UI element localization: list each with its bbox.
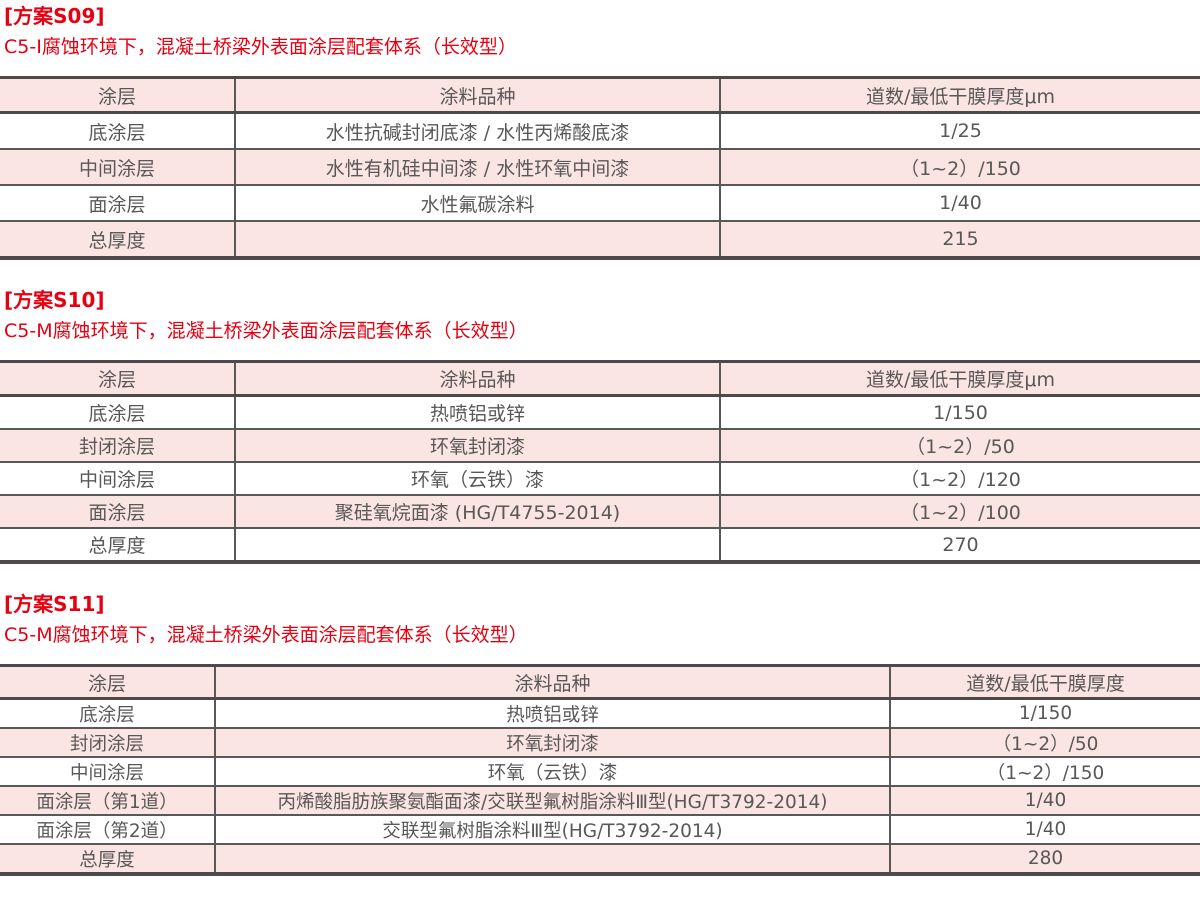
scheme-subtitle: C5-I腐蚀环境下，混凝土桥梁外表面涂层配套体系（长效型） — [4, 36, 517, 58]
cell-layer: 中间涂层 — [0, 462, 236, 496]
header-row: 涂层 涂料品种 道数/最低干膜厚度μm — [0, 361, 1200, 397]
header-row: 涂层 涂料品种 道数/最低干膜厚度μm — [0, 77, 1200, 114]
col-header-product: 涂料品种 — [215, 665, 891, 700]
table-row: 面涂层（第2道） 交联型氟树脂涂料Ⅲ型(HG/T3792-2014) 1/40 — [0, 815, 1200, 845]
col-header-product: 涂料品种 — [235, 77, 721, 114]
cell-thickness: （1~2）/100 — [720, 495, 1200, 529]
cell-layer: 面涂层 — [0, 495, 236, 529]
scheme-title: [方案S09] — [4, 4, 105, 28]
cell-thickness: 1/40 — [890, 815, 1200, 845]
cell-layer: 底涂层 — [0, 698, 216, 729]
cell-layer: 中间涂层 — [0, 757, 216, 787]
col-header-layer: 涂层 — [0, 361, 236, 397]
table-row: 中间涂层 环氧（云铁）漆 （1~2）/150 — [0, 757, 1200, 787]
scheme-section-s11: [方案S11] C5-M腐蚀环境下，混凝土桥梁外表面涂层配套体系（长效型） 涂层… — [0, 593, 1200, 876]
cell-product: 环氧（云铁）漆 — [215, 757, 891, 787]
cell-product — [235, 221, 721, 258]
table-row: 总厚度 215 — [0, 221, 1200, 258]
col-header-thickness: 道数/最低干膜厚度 — [890, 665, 1200, 700]
col-header-layer: 涂层 — [0, 77, 236, 114]
table-row: 底涂层 热喷铝或锌 1/150 — [0, 698, 1200, 729]
cell-layer: 面涂层 — [0, 185, 236, 222]
table-row: 底涂层 热喷铝或锌 1/150 — [0, 395, 1200, 430]
header-row: 涂层 涂料品种 道数/最低干膜厚度 — [0, 665, 1200, 700]
cell-product: 热喷铝或锌 — [235, 395, 721, 430]
cell-thickness: （1~2）/150 — [720, 149, 1200, 186]
cell-thickness: 280 — [1027, 848, 1064, 869]
table-row: 面涂层（第1道） 丙烯酸脂肪族聚氨酯面漆/交联型氟树脂涂料Ⅲ型(HG/T3792… — [0, 786, 1200, 816]
cell-layer: 底涂层 — [0, 395, 236, 430]
cell-layer: 底涂层 — [0, 112, 236, 150]
cell-product: 丙烯酸脂肪族聚氨酯面漆/交联型氟树脂涂料Ⅲ型(HG/T3792-2014) — [215, 786, 891, 816]
cell-layer: 总厚度 — [0, 221, 236, 258]
table-row: 封闭涂层 环氧封闭漆 （1~2）/50 — [0, 728, 1200, 758]
cell-thickness: 270 — [942, 533, 979, 556]
cell-product — [215, 844, 891, 874]
table-row: 面涂层 水性氟碳涂料 1/40 — [0, 185, 1200, 222]
document-page: [方案S09] C5-I腐蚀环境下，混凝土桥梁外表面涂层配套体系（长效型） 涂层… — [0, 5, 1200, 876]
cell-layer: 中间涂层 — [0, 149, 236, 186]
cell-thickness: （1~2）/120 — [720, 462, 1200, 496]
coating-table-s11: 涂层 涂料品种 道数/最低干膜厚度 底涂层 热喷铝或锌 1/150 封闭涂层 环… — [0, 664, 1200, 876]
cell-product: 环氧（云铁）漆 — [235, 462, 721, 496]
cell-layer: 封闭涂层 — [0, 728, 216, 758]
coating-table-s09: 涂层 涂料品种 道数/最低干膜厚度μm 底涂层 水性抗碱封闭底漆 / 水性丙烯酸… — [0, 76, 1200, 260]
cell-product: 环氧封闭漆 — [235, 429, 721, 463]
table-row: 封闭涂层 环氧封闭漆 （1~2）/50 — [0, 429, 1200, 463]
col-header-layer: 涂层 — [0, 665, 216, 700]
table-row: 底涂层 水性抗碱封闭底漆 / 水性丙烯酸底漆 1/25 — [0, 112, 1200, 150]
cell-thickness: 1/25 — [720, 112, 1200, 150]
cell-thickness: 1/40 — [890, 786, 1200, 816]
cell-thickness: 1/150 — [890, 698, 1200, 729]
col-header-thickness: 道数/最低干膜厚度μm — [720, 77, 1200, 114]
table-row: 中间涂层 环氧（云铁）漆 （1~2）/120 — [0, 462, 1200, 496]
scheme-subtitle: C5-M腐蚀环境下，混凝土桥梁外表面涂层配套体系（长效型） — [4, 624, 528, 646]
cell-thickness: （1~2）/150 — [890, 757, 1200, 787]
scheme-section-s10: [方案S10] C5-M腐蚀环境下，混凝土桥梁外表面涂层配套体系（长效型） 涂层… — [0, 289, 1200, 564]
cell-thickness: 1/40 — [720, 185, 1200, 222]
col-header-product: 涂料品种 — [235, 361, 721, 397]
cell-layer: 面涂层（第1道） — [0, 786, 216, 816]
table-row: 总厚度 280 — [0, 844, 1200, 874]
cell-thickness: 215 — [942, 228, 979, 250]
cell-thickness: （1~2）/50 — [890, 728, 1200, 758]
cell-product — [235, 528, 721, 562]
cell-layer: 总厚度 — [0, 528, 236, 562]
cell-thickness: （1~2）/50 — [720, 429, 1200, 463]
coating-table-s10: 涂层 涂料品种 道数/最低干膜厚度μm 底涂层 热喷铝或锌 1/150 封闭涂层… — [0, 360, 1200, 564]
scheme-subtitle: C5-M腐蚀环境下，混凝土桥梁外表面涂层配套体系（长效型） — [4, 320, 528, 342]
table-row: 面涂层 聚硅氧烷面漆 (HG/T4755-2014) （1~2）/100 — [0, 495, 1200, 529]
cell-product: 交联型氟树脂涂料Ⅲ型(HG/T3792-2014) — [215, 815, 891, 845]
cell-product: 水性抗碱封闭底漆 / 水性丙烯酸底漆 — [235, 112, 721, 150]
cell-product: 聚硅氧烷面漆 (HG/T4755-2014) — [235, 495, 721, 529]
cell-product: 水性氟碳涂料 — [235, 185, 721, 222]
cell-layer: 总厚度 — [0, 844, 216, 874]
table-row: 中间涂层 水性有机硅中间漆 / 水性环氧中间漆 （1~2）/150 — [0, 149, 1200, 186]
scheme-section-s09: [方案S09] C5-I腐蚀环境下，混凝土桥梁外表面涂层配套体系（长效型） 涂层… — [0, 5, 1200, 260]
cell-product: 环氧封闭漆 — [215, 728, 891, 758]
table-row: 总厚度 270 — [0, 528, 1200, 562]
scheme-title: [方案S10] — [4, 288, 105, 312]
scheme-title: [方案S11] — [4, 592, 105, 616]
cell-product: 热喷铝或锌 — [215, 698, 891, 729]
col-header-thickness: 道数/最低干膜厚度μm — [720, 361, 1200, 397]
cell-layer: 面涂层（第2道） — [0, 815, 216, 845]
cell-thickness: 1/150 — [720, 395, 1200, 430]
cell-layer: 封闭涂层 — [0, 429, 236, 463]
cell-product: 水性有机硅中间漆 / 水性环氧中间漆 — [235, 149, 721, 186]
